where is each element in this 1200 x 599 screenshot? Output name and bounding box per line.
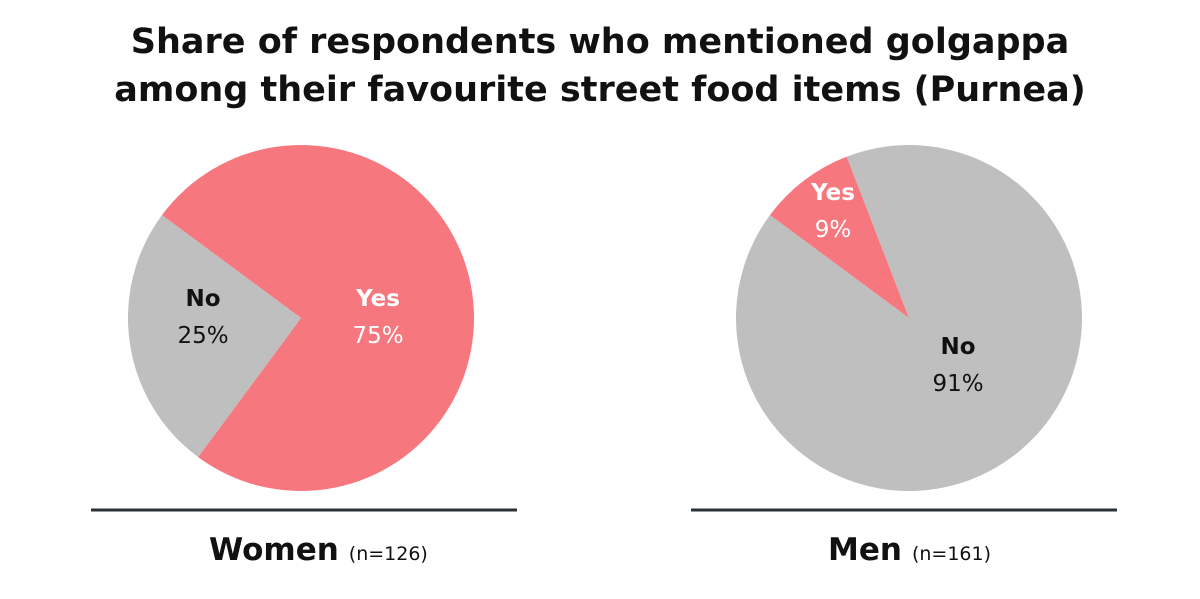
chart-title: Share of respondents who mentioned golga… — [0, 18, 1200, 114]
women-yes-value: 75% — [352, 323, 403, 349]
men-slice-yes — [769, 156, 909, 318]
men-label: Men — [828, 532, 902, 568]
men-no-value: 91% — [932, 371, 983, 397]
women-no-value: 25% — [177, 323, 228, 349]
women-caption: Women (n=126) — [209, 532, 428, 568]
men-yes-label: Yes — [810, 180, 855, 206]
title-line-1: Share of respondents who mentioned golga… — [130, 22, 1070, 62]
title-line-2: among their favourite street food items … — [114, 70, 1086, 110]
men-caption: Men (n=161) — [828, 532, 991, 568]
women-no-label: No — [185, 286, 220, 312]
women-slice-yes — [161, 144, 474, 491]
women-n: (n=126) — [348, 543, 428, 565]
men-slice-no — [735, 145, 1082, 492]
women-slice-no — [128, 215, 301, 458]
men-n: (n=161) — [911, 543, 992, 565]
women-label: Women — [209, 532, 339, 568]
women-yes-label: Yes — [355, 286, 400, 312]
men-yes-value: 9% — [815, 217, 852, 243]
men-no-label: No — [940, 334, 975, 360]
